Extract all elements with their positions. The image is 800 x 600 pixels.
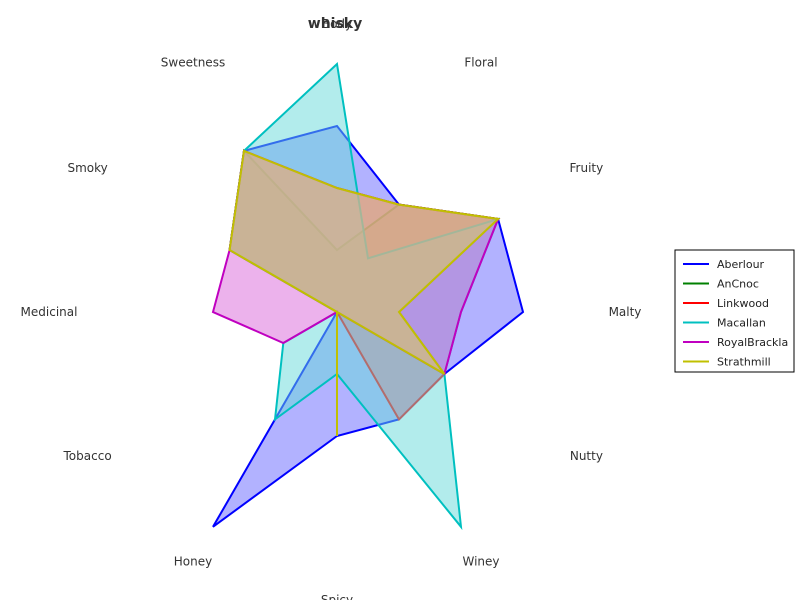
legend: Aberlour AnCnoc Linkwood Macallan RoyalBrack… bbox=[674, 249, 795, 373]
axis-label-malty: Malty bbox=[609, 305, 642, 319]
axis-label-body: Body bbox=[322, 17, 352, 31]
axis-label-floral: Floral bbox=[464, 56, 497, 70]
axis-labels: Body Floral Fruity Malty Nutty Winey Spicy Hone… bbox=[21, 17, 642, 600]
axis-label-spicy: Spicy bbox=[321, 593, 353, 600]
legend-label-strathmill: Strathmill bbox=[717, 356, 771, 369]
series-polygon-strathmill bbox=[228, 149, 501, 436]
legend-label-ancnoc: AnCnoc bbox=[717, 278, 759, 291]
axis-label-smoky: Smoky bbox=[67, 161, 107, 175]
legend-label-royalbrackla: RoyalBrackla bbox=[717, 336, 788, 349]
axis-label-medicinal: Medicinal bbox=[21, 305, 78, 319]
axis-label-fruity: Fruity bbox=[570, 161, 604, 175]
legend-label-linkwood: Linkwood bbox=[717, 297, 769, 310]
axis-label-sweetness: Sweetness bbox=[161, 56, 225, 70]
axis-label-nutty: Nutty bbox=[570, 449, 603, 463]
axis-label-honey: Honey bbox=[174, 554, 212, 568]
legend-box bbox=[674, 249, 795, 373]
legend-label-macallan: Macallan bbox=[717, 317, 766, 330]
legend-label-aberlour: Aberlour bbox=[717, 258, 765, 271]
legend-items: Aberlour AnCnoc Linkwood Macallan RoyalBrack… bbox=[683, 258, 788, 369]
series-polygons bbox=[211, 61, 525, 531]
chart-title: whisky bbox=[308, 16, 362, 32]
axis-label-tobacco: Tobacco bbox=[63, 449, 112, 463]
axis-label-winey: Winey bbox=[462, 554, 499, 568]
